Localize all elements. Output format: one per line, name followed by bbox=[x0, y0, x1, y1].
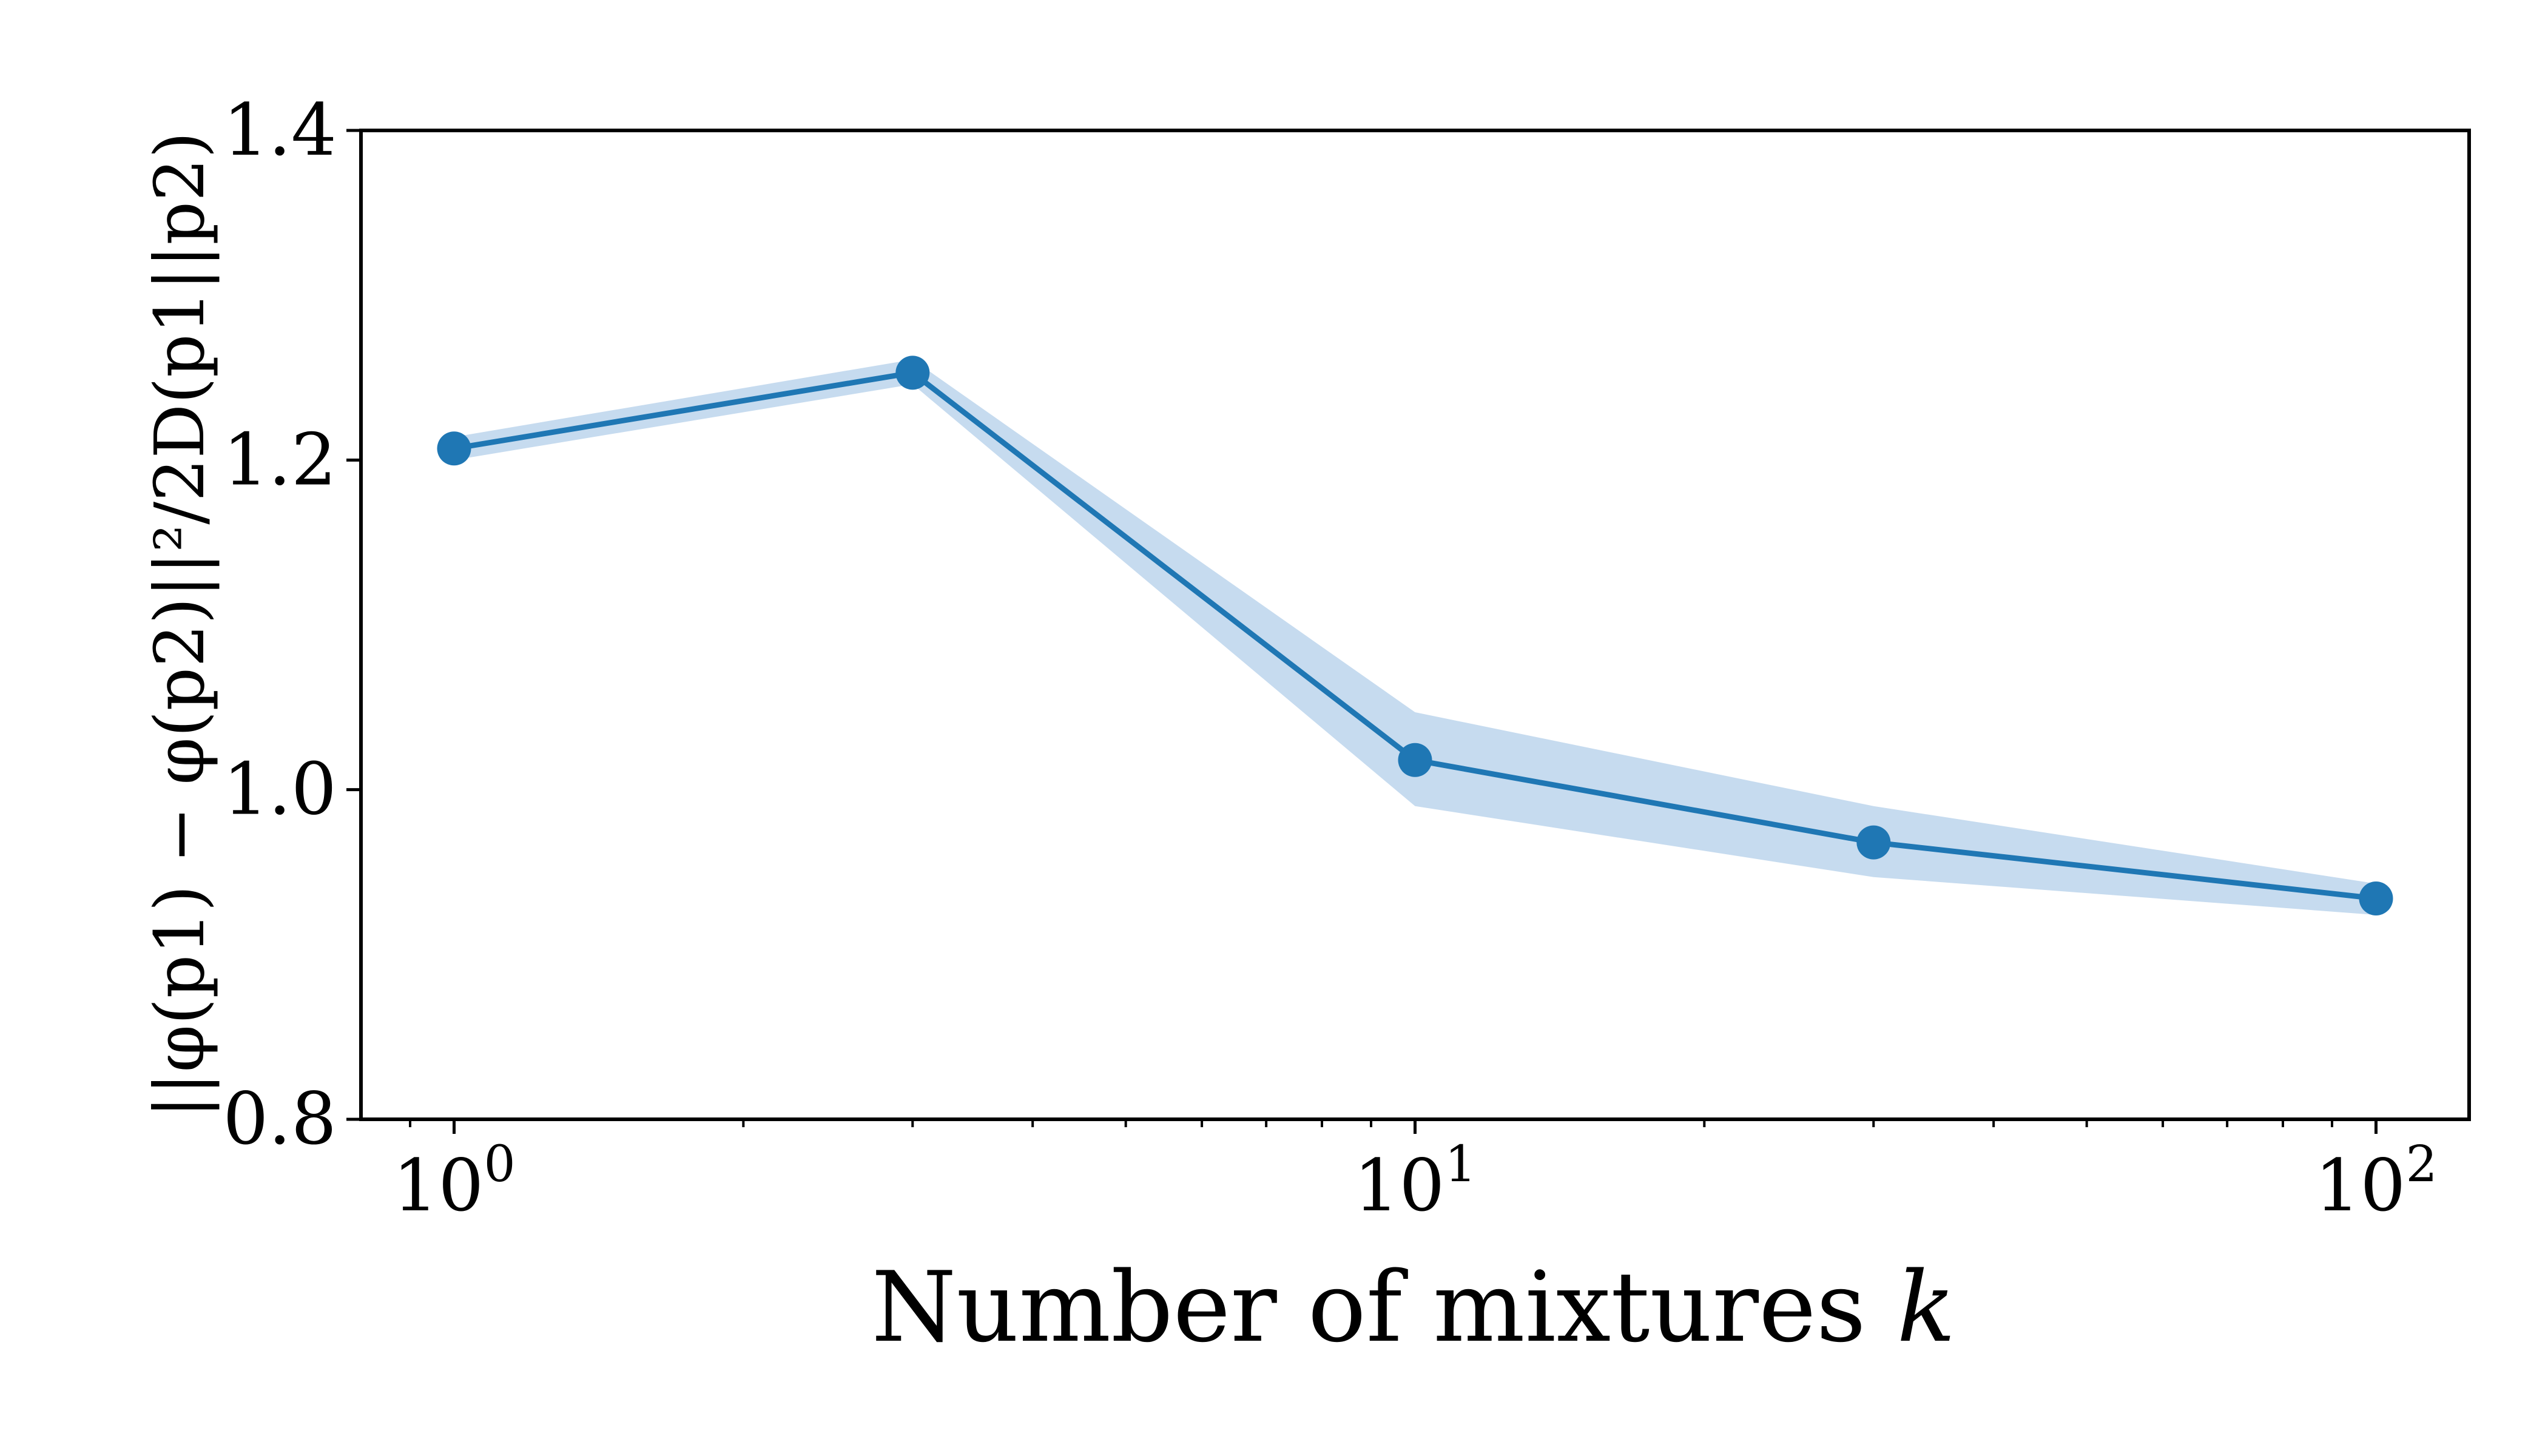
x-axis-label-text: Number of mixtures bbox=[871, 1250, 1866, 1364]
x-axis-label-variable: k bbox=[1897, 1250, 1956, 1364]
data-point bbox=[2359, 881, 2393, 915]
x-axis-ticks: 100 101 102 bbox=[393, 1119, 2438, 1227]
x-tick-label-base: 10 bbox=[1353, 1144, 1444, 1227]
y-tick-label: 1.2 bbox=[223, 417, 337, 501]
y-tick-label: 1.0 bbox=[223, 747, 337, 831]
y-axis-ticks: 0.8 1.0 1.2 1.4 bbox=[223, 88, 361, 1161]
data-point bbox=[1856, 825, 1891, 860]
x-tick-label-base: 10 bbox=[393, 1144, 484, 1227]
y-axis-label: ||φ(p1) − φ(p2)||²/2D(p1||p2) bbox=[141, 132, 220, 1118]
data-point bbox=[1398, 743, 1432, 777]
y-tick-label: 0.8 bbox=[223, 1077, 337, 1161]
x-tick-label-exponent: 1 bbox=[1444, 1136, 1476, 1193]
x-tick-label-base: 10 bbox=[2314, 1144, 2405, 1227]
x-tick-label-exponent: 0 bbox=[484, 1136, 515, 1193]
data-point bbox=[895, 356, 930, 390]
x-tick-label-exponent: 2 bbox=[2405, 1136, 2437, 1193]
x-tick-label: 101 bbox=[1353, 1136, 1476, 1227]
data-point bbox=[437, 431, 471, 466]
y-tick-label: 1.4 bbox=[223, 88, 337, 172]
series-points-layer bbox=[437, 356, 2393, 915]
x-axis-label: Number of mixtures k bbox=[871, 1250, 1955, 1364]
x-tick-label: 100 bbox=[393, 1136, 515, 1227]
x-tick-label: 102 bbox=[2314, 1136, 2437, 1227]
